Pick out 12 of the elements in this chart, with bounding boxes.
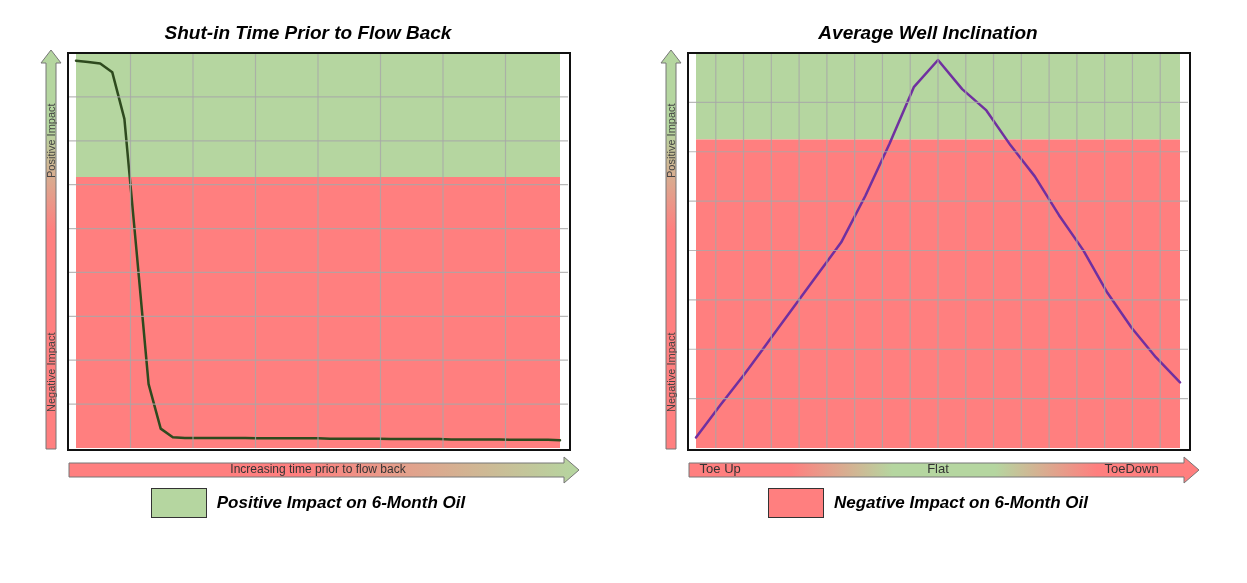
band-label: Negative Impact on 6-Month Oil: [833, 493, 1089, 513]
text: Negative Impact: [44, 333, 58, 415]
text: Positive Impact: [44, 102, 58, 178]
legend-label: Positive Impact on 6-Month Oil: [216, 493, 466, 513]
x-tick-label: ToeDown: [1104, 461, 1159, 477]
text: Negative Impact: [664, 333, 678, 415]
x-tick-label: Toe Up: [699, 461, 741, 477]
chart-title: Average Well Inclination: [817, 22, 1039, 45]
x-axis-title: Increasing time prior to flow back: [229, 462, 407, 476]
text: Positive Impact: [664, 102, 678, 178]
chart-title: Shut-in Time Prior to Flow Back: [163, 22, 453, 45]
x-tick-label: Flat: [927, 461, 950, 477]
